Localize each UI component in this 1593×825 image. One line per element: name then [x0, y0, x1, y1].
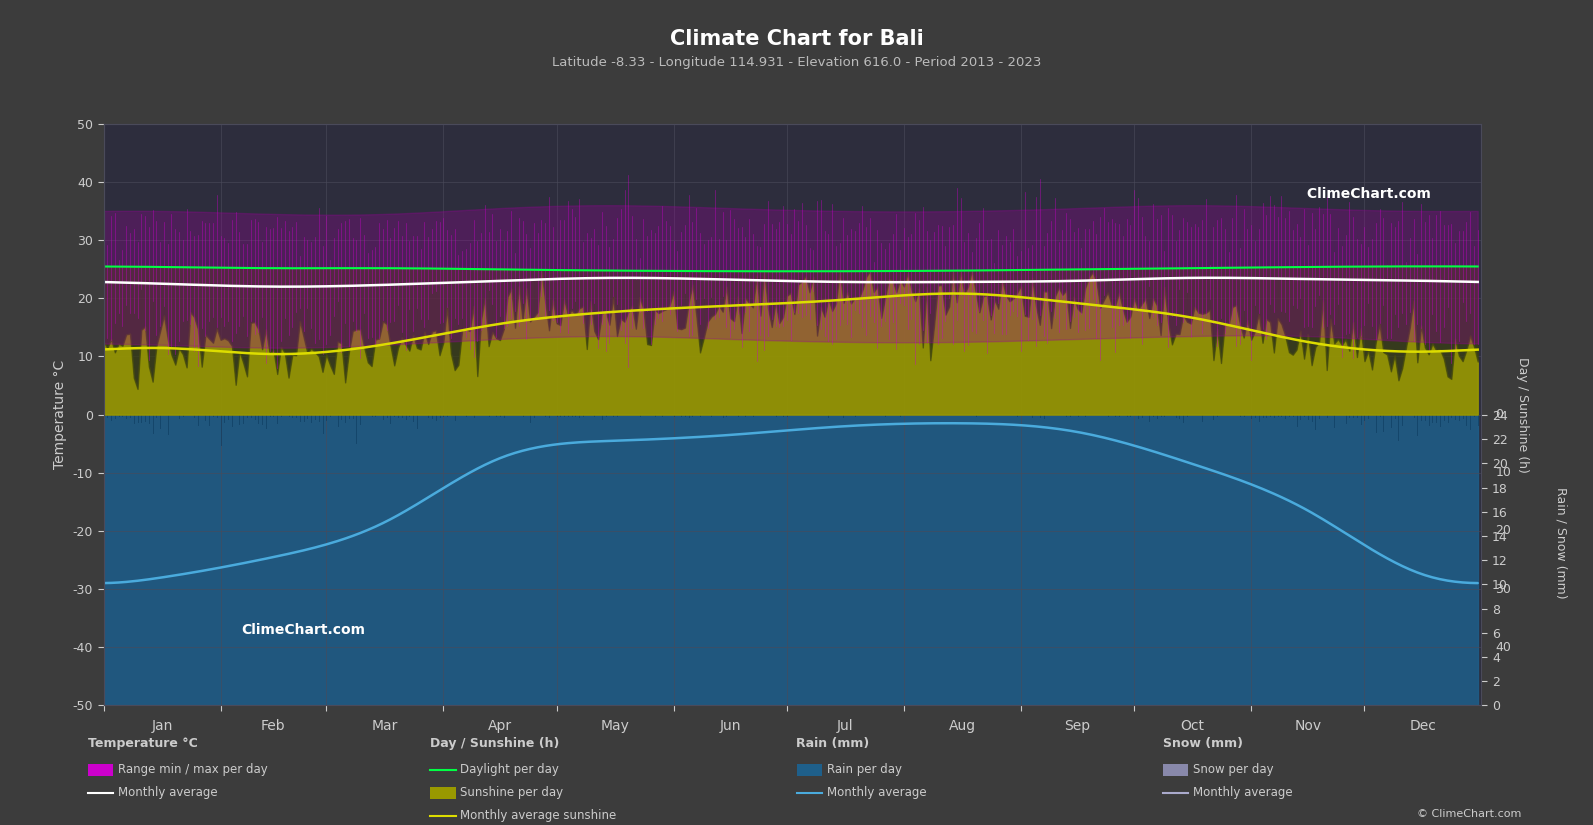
Text: © ClimeChart.com: © ClimeChart.com	[1416, 808, 1521, 818]
Text: Dec: Dec	[1410, 719, 1437, 733]
Text: May: May	[601, 719, 629, 733]
Text: Monthly average sunshine: Monthly average sunshine	[460, 809, 616, 823]
Text: Rain / Snow (mm): Rain / Snow (mm)	[1555, 487, 1568, 598]
Text: Sep: Sep	[1064, 719, 1091, 733]
Text: Oct: Oct	[1180, 719, 1204, 733]
Text: Snow per day: Snow per day	[1193, 763, 1274, 776]
Text: Mar: Mar	[371, 719, 398, 733]
Text: 10: 10	[1496, 466, 1512, 479]
Text: Rain per day: Rain per day	[827, 763, 902, 776]
Y-axis label: Temperature °C: Temperature °C	[53, 360, 67, 469]
Text: ClimeChart.com: ClimeChart.com	[242, 623, 365, 637]
Text: Day / Sunshine (h): Day / Sunshine (h)	[430, 737, 559, 750]
Text: Jun: Jun	[720, 719, 741, 733]
Text: Feb: Feb	[261, 719, 285, 733]
Text: 20: 20	[1496, 525, 1512, 537]
Text: Rain (mm): Rain (mm)	[796, 737, 870, 750]
Text: Sunshine per day: Sunshine per day	[460, 786, 564, 799]
Text: Snow (mm): Snow (mm)	[1163, 737, 1243, 750]
Y-axis label: Day / Sunshine (h): Day / Sunshine (h)	[1515, 356, 1529, 473]
Text: Jan: Jan	[151, 719, 172, 733]
Text: Jul: Jul	[836, 719, 854, 733]
Text: Latitude -8.33 - Longitude 114.931 - Elevation 616.0 - Period 2013 - 2023: Latitude -8.33 - Longitude 114.931 - Ele…	[551, 56, 1042, 69]
Text: 40: 40	[1496, 641, 1512, 653]
Text: Nov: Nov	[1294, 719, 1322, 733]
Text: 30: 30	[1496, 582, 1512, 596]
Text: Climate Chart for Bali: Climate Chart for Bali	[669, 29, 924, 49]
Text: Monthly average: Monthly average	[118, 786, 218, 799]
Text: 0: 0	[1496, 408, 1504, 421]
Text: Daylight per day: Daylight per day	[460, 763, 559, 776]
Text: Aug: Aug	[949, 719, 977, 733]
Text: Monthly average: Monthly average	[1193, 786, 1294, 799]
Text: ClimeChart.com: ClimeChart.com	[1303, 186, 1431, 200]
Text: Range min / max per day: Range min / max per day	[118, 763, 268, 776]
Text: Apr: Apr	[487, 719, 511, 733]
Text: Monthly average: Monthly average	[827, 786, 927, 799]
Text: Temperature °C: Temperature °C	[88, 737, 198, 750]
